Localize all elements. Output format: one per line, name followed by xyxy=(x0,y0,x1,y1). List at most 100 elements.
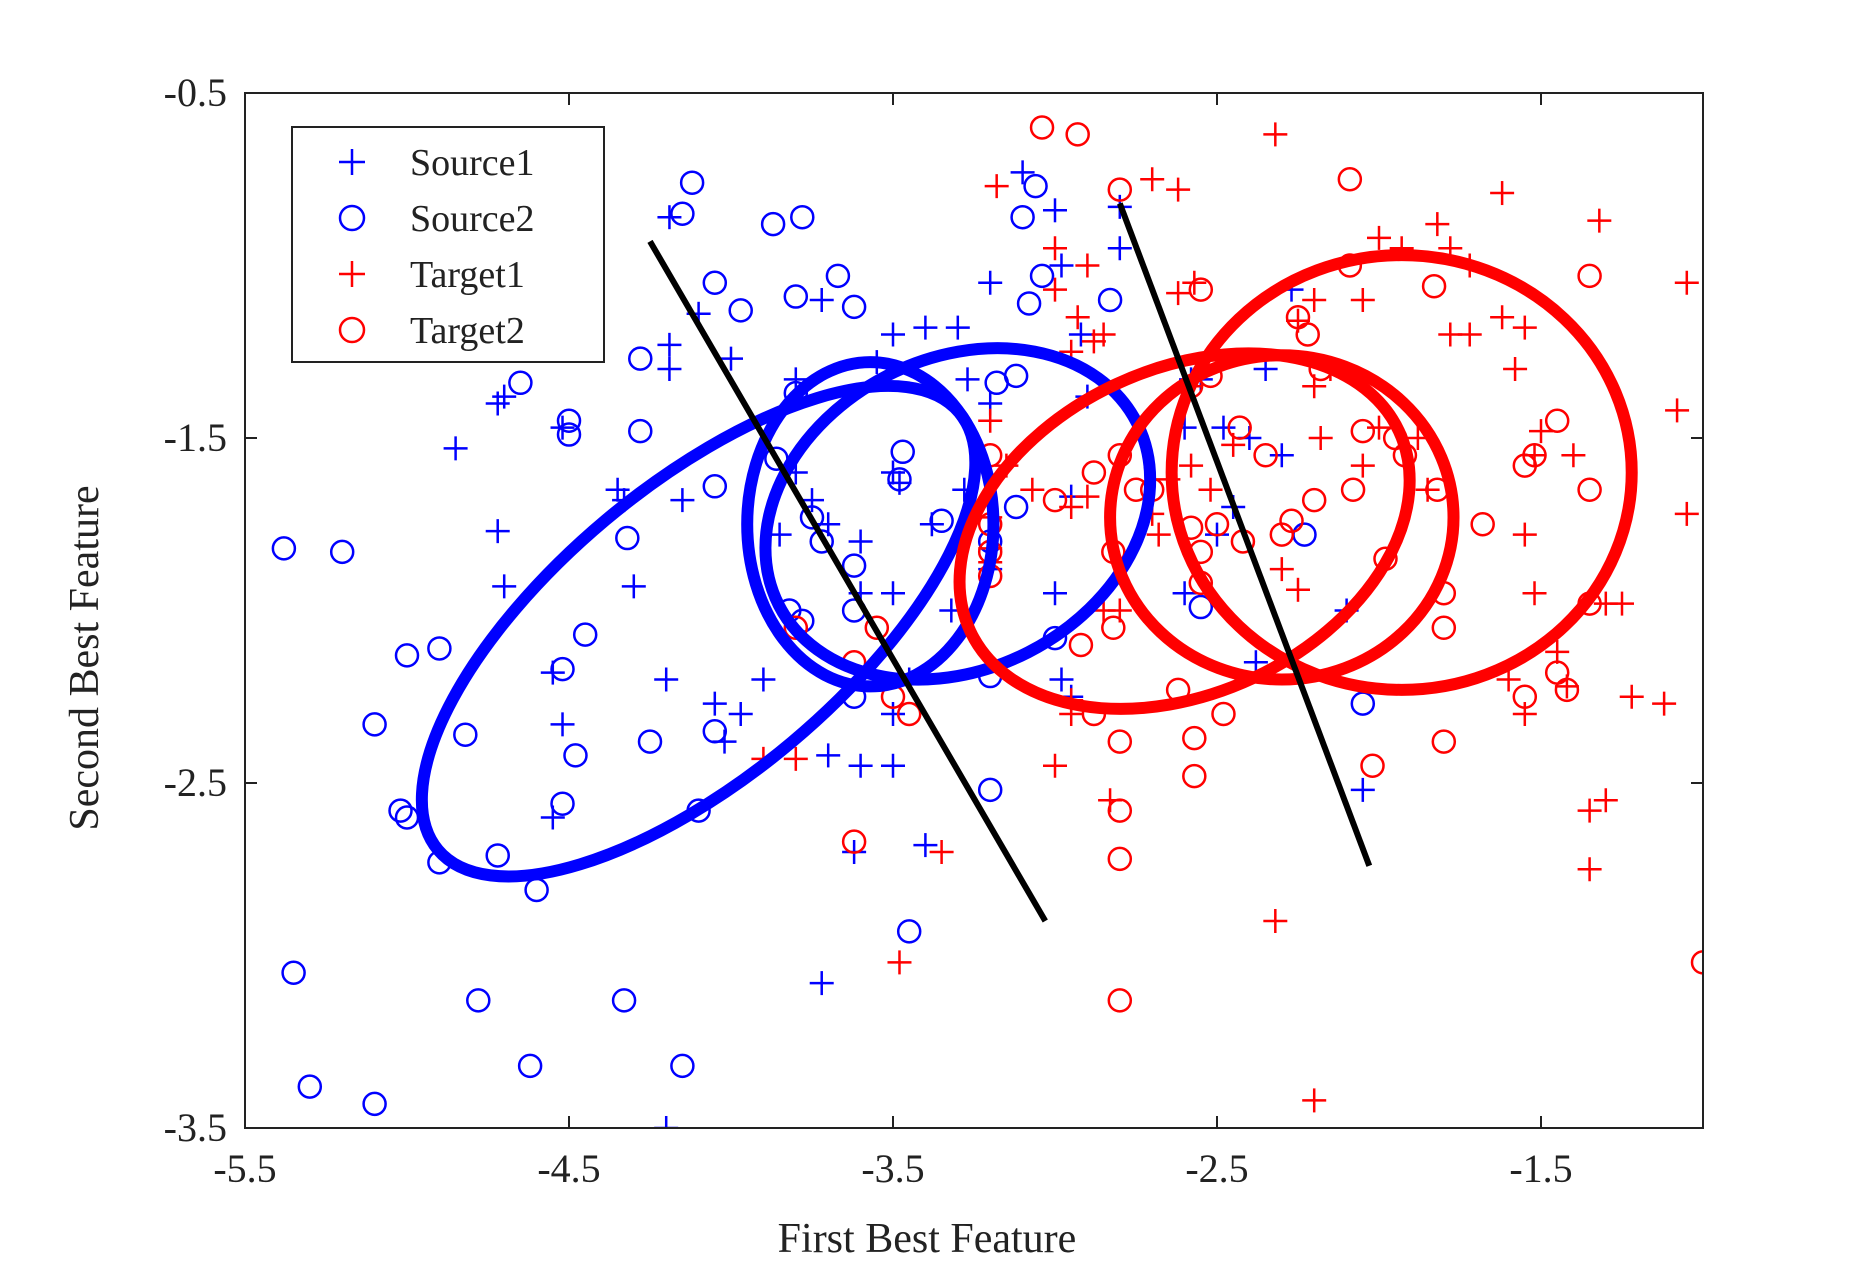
x-tick-label: -2.5 xyxy=(1185,1146,1248,1191)
point-target2-1 xyxy=(1065,122,1090,147)
point-target2-40 xyxy=(1068,632,1094,658)
point-source1-78 xyxy=(1350,777,1375,802)
point-source2-34 xyxy=(508,370,533,396)
point-target2-46 xyxy=(1211,701,1236,727)
point-target1-38 xyxy=(1302,288,1327,312)
legend-label: Source2 xyxy=(410,198,535,240)
point-target1-46 xyxy=(1415,477,1440,502)
point-target1-70 xyxy=(1665,398,1690,423)
point-source2-37 xyxy=(615,525,640,551)
point-target2-23 xyxy=(1227,415,1252,440)
point-source2-4 xyxy=(760,211,786,237)
point-target2-0 xyxy=(1029,115,1055,140)
x-tick-label: -4.5 xyxy=(537,1146,600,1191)
point-target1-2 xyxy=(1075,253,1100,278)
point-target1-72 xyxy=(1674,501,1699,526)
point-target1-68 xyxy=(1619,684,1644,709)
point-source1-72 xyxy=(1269,443,1294,468)
point-target1-31 xyxy=(1146,522,1171,547)
point-source2-45 xyxy=(394,643,420,668)
point-target1-51 xyxy=(1457,322,1482,347)
legend-label: Source1 xyxy=(410,142,535,184)
point-source1-10 xyxy=(1010,160,1035,185)
point-source1-44 xyxy=(728,702,753,726)
point-target1-77 xyxy=(1286,577,1310,602)
point-source1-61 xyxy=(654,1116,679,1128)
point-target1-65 xyxy=(1587,208,1612,233)
point-target1-58 xyxy=(1512,522,1537,547)
point-target2-13 xyxy=(1350,418,1376,444)
point-target2-6 xyxy=(1577,263,1602,289)
point-target2-47 xyxy=(1107,798,1133,823)
point-source1-34 xyxy=(881,702,905,726)
point-target2-3 xyxy=(1337,167,1363,192)
point-source2-39 xyxy=(550,656,575,682)
point-source2-40 xyxy=(563,743,588,768)
legend-item-target2: Target2 xyxy=(338,310,525,352)
point-source2-15 xyxy=(887,467,912,492)
point-source1-20 xyxy=(800,488,824,513)
point-target2-11 xyxy=(1295,322,1320,347)
point-source2-54 xyxy=(271,536,297,561)
point-source2-19 xyxy=(702,474,728,499)
point-target1-78 xyxy=(1263,909,1288,933)
point-source2-20 xyxy=(799,505,825,530)
point-source2-44 xyxy=(550,791,575,816)
point-target2-62 xyxy=(1431,615,1457,640)
point-source2-41 xyxy=(637,729,663,754)
point-source2-0 xyxy=(679,170,705,195)
point-target2-59 xyxy=(1577,477,1602,502)
point-target2-55 xyxy=(841,829,867,854)
boundary-line-1 xyxy=(1116,202,1373,867)
plot-frame xyxy=(244,92,1704,1129)
y-tick-label: -1.5 xyxy=(164,415,227,460)
point-source1-40 xyxy=(809,971,834,996)
point-source2-61 xyxy=(611,988,637,1013)
point-source1-46 xyxy=(702,691,727,716)
point-target1-13 xyxy=(1075,484,1100,509)
point-source2-33 xyxy=(628,418,653,444)
point-source2-56 xyxy=(281,960,306,985)
point-target1-76 xyxy=(1269,557,1294,582)
point-target1-40 xyxy=(1350,453,1375,478)
point-target1-32 xyxy=(1198,477,1223,502)
point-source1-7 xyxy=(913,315,938,340)
point-target2-18 xyxy=(1470,512,1495,537)
point-source1-9 xyxy=(978,270,1003,295)
point-source2-11 xyxy=(1029,263,1055,289)
point-source2-63 xyxy=(896,919,922,944)
point-source2-47 xyxy=(362,712,387,737)
point-source1-49 xyxy=(550,712,575,737)
point-source2-38 xyxy=(572,622,598,647)
point-target1-75 xyxy=(1577,857,1602,882)
y-axis-label: Second Best Feature xyxy=(62,485,108,830)
point-source1-32 xyxy=(1068,322,1093,347)
point-target2-48 xyxy=(1107,846,1133,872)
point-source1-55 xyxy=(492,574,517,599)
point-target2-43 xyxy=(1182,725,1207,751)
point-source2-8 xyxy=(841,294,867,320)
point-source2-58 xyxy=(362,1091,387,1117)
point-target2-14 xyxy=(1340,477,1366,502)
point-source1-51 xyxy=(621,574,646,599)
point-source2-2 xyxy=(702,270,728,295)
point-target1-73 xyxy=(1577,798,1602,823)
point-source1-41 xyxy=(1049,667,1074,692)
point-target1-8 xyxy=(978,408,1003,433)
point-source1-59 xyxy=(550,415,575,440)
point-source1-54 xyxy=(485,519,510,544)
point-target1-7 xyxy=(1081,329,1106,354)
point-target2-33 xyxy=(1101,615,1126,640)
point-source2-22 xyxy=(929,508,954,534)
point-source1-29 xyxy=(1043,581,1067,606)
point-target1-5 xyxy=(1065,305,1090,330)
point-target1-64 xyxy=(1561,443,1586,468)
point-source2-21 xyxy=(809,529,834,554)
point-target1-11 xyxy=(1020,477,1045,502)
point-target1-81 xyxy=(1179,453,1204,478)
point-target2-42 xyxy=(1107,729,1133,754)
point-target1-4 xyxy=(1043,277,1067,302)
y-tick-label: -3.5 xyxy=(164,1105,227,1150)
point-target1-34 xyxy=(1263,122,1288,147)
